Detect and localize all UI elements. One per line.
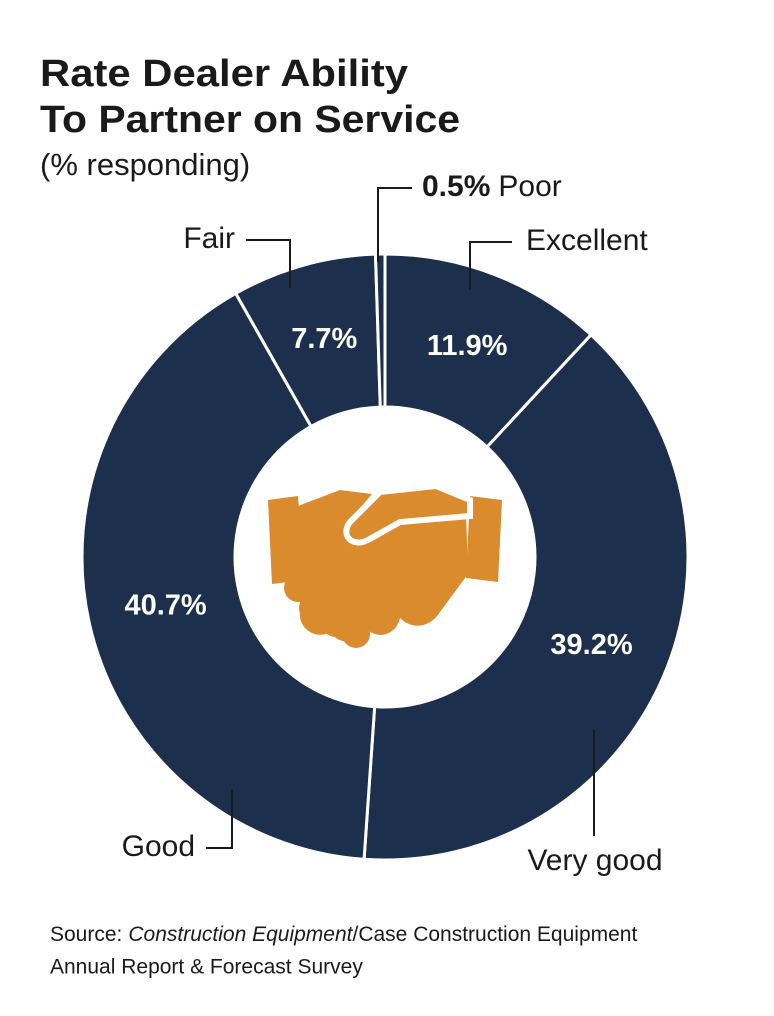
source-note: Source: Construction Equipment/Case Const…: [50, 923, 637, 946]
category-label: Excellent: [526, 224, 648, 257]
value-label: 7.7%: [291, 323, 357, 355]
leader-line: [377, 187, 412, 262]
donut-segment: [80, 291, 377, 861]
segment-label: 0.5% Poor: [422, 170, 562, 203]
chart-title: To Partner on Service: [40, 99, 460, 141]
donut-segment: [383, 252, 594, 450]
value-label: 40.7%: [124, 589, 206, 621]
source-rest: /Case Construction Equipment: [353, 923, 638, 946]
category-label: Good: [122, 830, 195, 863]
handshake-icon: [268, 482, 502, 648]
leader-line: [246, 239, 291, 288]
source-prefix: Source:: [50, 923, 122, 946]
donut-segment: [362, 332, 690, 862]
value-label: 0.5%: [422, 170, 490, 203]
value-label: 11.9%: [427, 330, 508, 362]
source-note: Annual Report & Forecast Survey: [50, 956, 363, 979]
category-label: Poor: [498, 170, 561, 203]
chart-title: Rate Dealer Ability: [40, 53, 408, 95]
category-label: Fair: [183, 222, 235, 255]
source-publication: Construction Equipment: [128, 923, 353, 946]
value-label: 39.2%: [550, 629, 632, 661]
leader-line: [206, 790, 233, 849]
category-label: Very good: [527, 844, 662, 877]
leader-line: [469, 241, 512, 290]
chart-subtitle: (% responding): [40, 147, 250, 182]
